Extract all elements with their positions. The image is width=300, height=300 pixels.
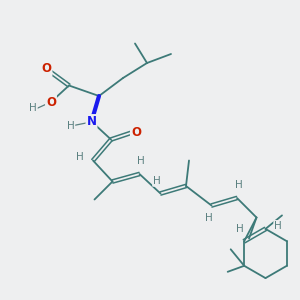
Text: H: H — [236, 224, 244, 234]
Text: H: H — [235, 180, 242, 190]
Text: H: H — [29, 103, 37, 113]
Text: H: H — [67, 121, 74, 131]
Text: H: H — [137, 156, 145, 167]
Text: O: O — [131, 125, 141, 139]
Text: H: H — [274, 221, 282, 231]
Text: O: O — [41, 62, 52, 76]
Text: H: H — [153, 176, 161, 186]
Text: H: H — [205, 213, 212, 223]
Text: H: H — [76, 152, 83, 163]
Text: O: O — [46, 95, 56, 109]
Text: N: N — [86, 115, 97, 128]
